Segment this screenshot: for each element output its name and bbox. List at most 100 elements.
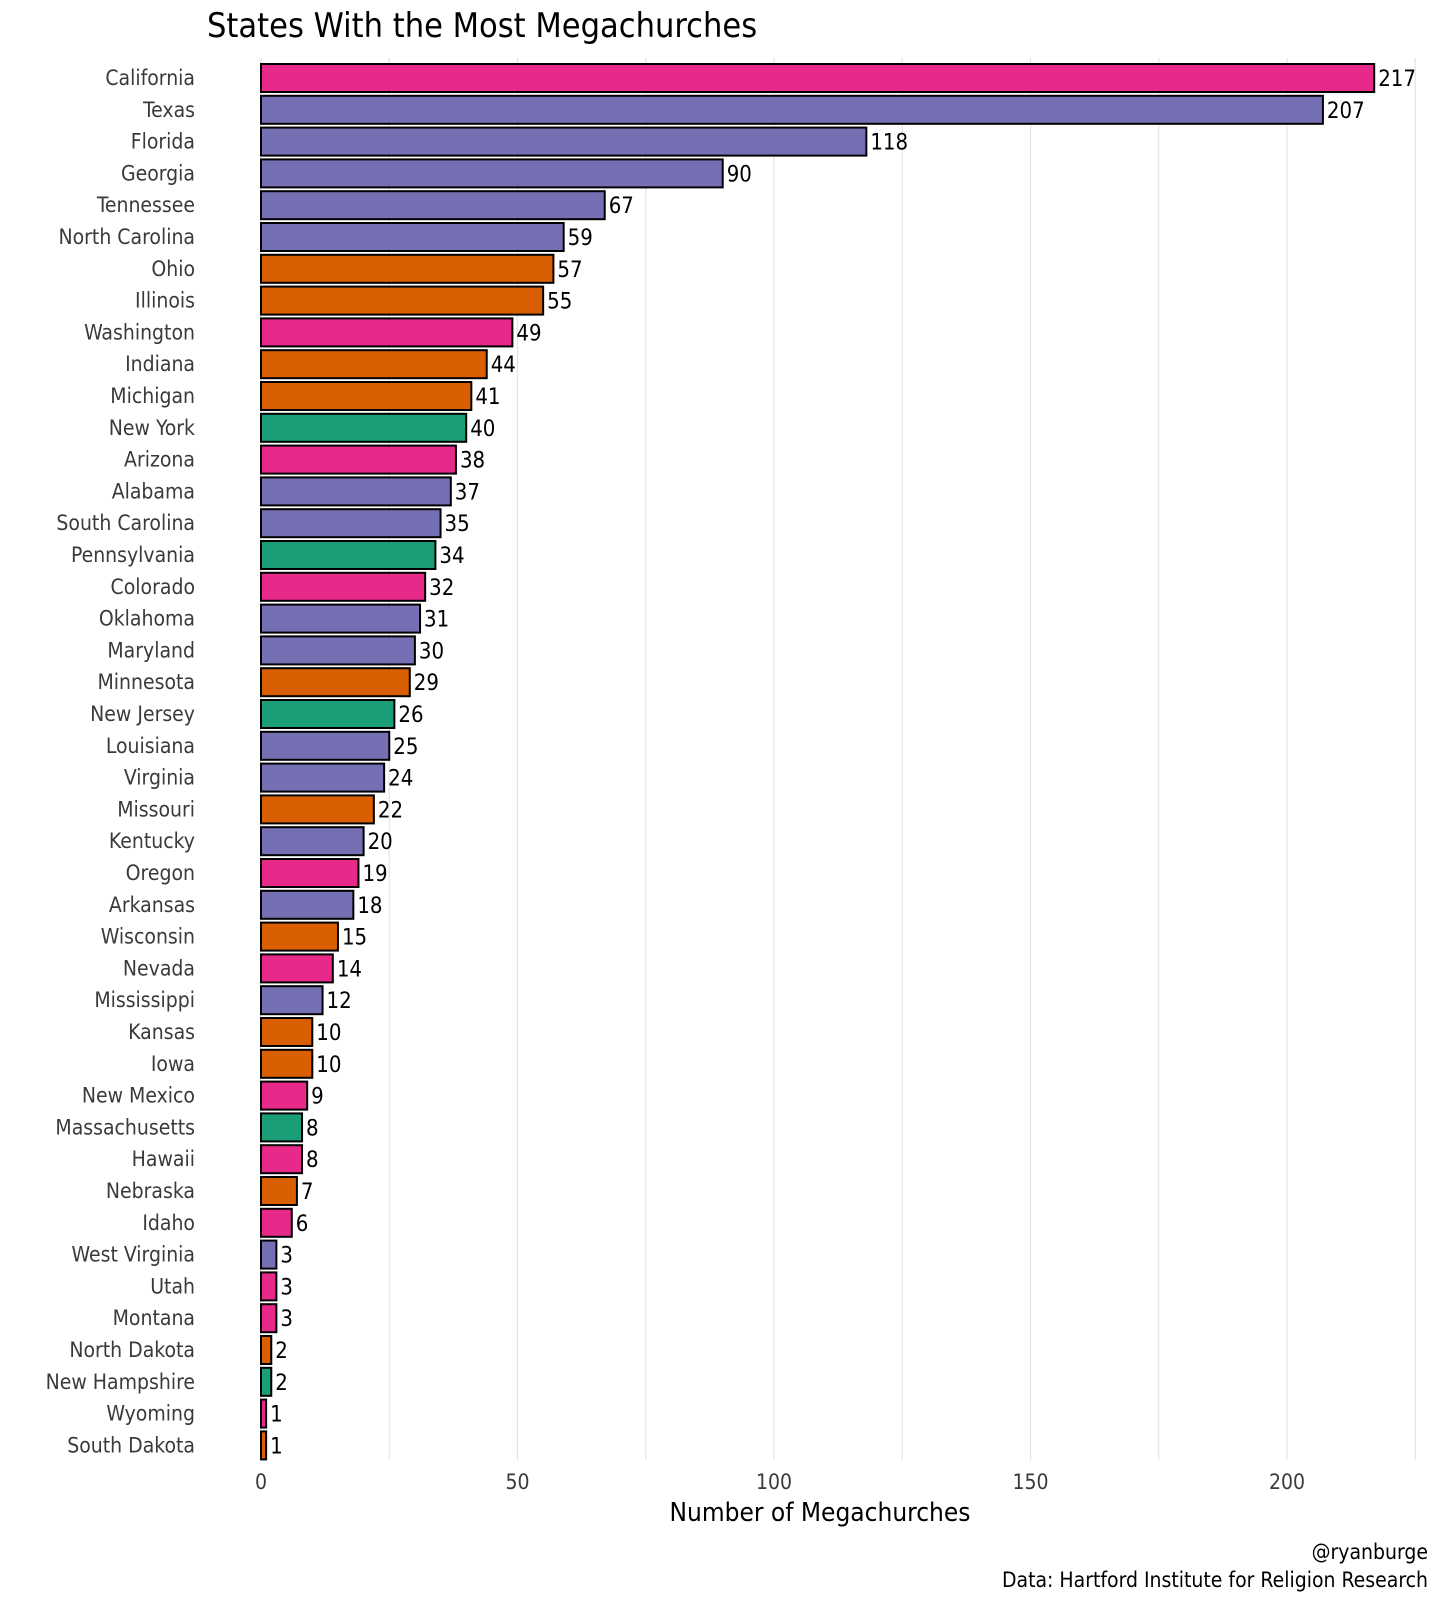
bar-georgia	[260, 158, 724, 189]
value-label-georgia: 90	[727, 162, 752, 187]
bar-california	[260, 63, 1376, 93]
x-tick-label-0: 0	[255, 1470, 267, 1494]
bar-illinois	[260, 285, 545, 316]
bar-montana	[260, 1303, 278, 1334]
bar-tennessee	[260, 190, 606, 221]
state-label-oregon: Oregon	[126, 861, 195, 885]
value-label-montana: 3	[280, 1307, 293, 1332]
value-label-texas: 207	[1327, 99, 1365, 124]
state-label-south-carolina: South Carolina	[56, 511, 195, 535]
value-label-pennsylvania: 34	[439, 544, 464, 569]
bar-maryland	[260, 635, 416, 666]
state-label-florida: Florida	[131, 130, 195, 154]
state-label-virginia: Virginia	[124, 766, 195, 790]
bar-oklahoma	[260, 603, 422, 634]
value-label-florida: 118	[870, 131, 908, 156]
value-label-idaho: 6	[296, 1212, 309, 1237]
value-label-nevada: 14	[337, 957, 362, 982]
value-label-ohio: 57	[557, 258, 582, 283]
state-label-wisconsin: Wisconsin	[101, 925, 195, 949]
value-label-washington: 49	[516, 321, 541, 346]
value-label-kansas: 10	[316, 1021, 341, 1046]
bar-hawaii	[260, 1144, 304, 1175]
x-tick-label-200: 200	[1269, 1470, 1305, 1494]
state-label-new-mexico: New Mexico	[82, 1084, 195, 1108]
bar-west-virginia	[260, 1239, 278, 1270]
value-label-oregon: 19	[362, 862, 387, 887]
bar-new-hampshire	[260, 1366, 273, 1397]
state-label-alabama: Alabama	[112, 479, 195, 503]
value-label-iowa: 10	[316, 1053, 341, 1078]
bar-iowa	[260, 1048, 314, 1079]
state-label-south-dakota: South Dakota	[67, 1433, 195, 1457]
value-label-massachusetts: 8	[306, 1116, 319, 1141]
value-label-new-york: 40	[470, 417, 495, 442]
bar-arizona	[260, 444, 457, 475]
bar-mississippi	[260, 985, 324, 1016]
state-label-california: California	[105, 66, 195, 90]
bar-virginia	[260, 762, 386, 793]
bar-texas	[260, 94, 1324, 125]
caption-handle: @ryanburge	[1312, 1540, 1428, 1564]
state-label-nebraska: Nebraska	[106, 1179, 195, 1203]
bar-colorado	[260, 571, 427, 602]
state-label-colorado: Colorado	[111, 575, 195, 599]
state-label-iowa: Iowa	[151, 1052, 195, 1076]
state-label-minnesota: Minnesota	[97, 670, 195, 694]
state-label-georgia: Georgia	[121, 161, 195, 185]
value-label-new-mexico: 9	[311, 1085, 324, 1110]
value-label-arizona: 38	[460, 449, 485, 474]
value-label-michigan: 41	[475, 385, 500, 410]
bar-south-dakota	[260, 1430, 268, 1461]
state-label-wyoming: Wyoming	[106, 1402, 195, 1426]
bar-north-dakota	[260, 1335, 273, 1365]
state-label-new-hampshire: New Hampshire	[46, 1370, 195, 1394]
x-tick-label-150: 150	[1012, 1470, 1048, 1494]
bar-kansas	[260, 1017, 314, 1047]
state-label-louisiana: Louisiana	[106, 734, 195, 758]
value-labels: 2172071189067595755494441403837353432313…	[270, 67, 1416, 1459]
state-label-west-virginia: West Virginia	[72, 1243, 195, 1267]
state-label-illinois: Illinois	[135, 289, 195, 313]
state-label-north-carolina: North Carolina	[58, 225, 195, 249]
state-label-massachusetts: Massachusetts	[55, 1115, 195, 1139]
value-label-north-dakota: 2	[275, 1339, 288, 1364]
bar-oregon	[260, 858, 360, 888]
value-label-wyoming: 1	[270, 1403, 283, 1428]
bar-new-mexico	[260, 1080, 309, 1111]
bar-nebraska	[260, 1176, 298, 1206]
value-label-maryland: 30	[419, 639, 444, 664]
value-label-utah: 3	[280, 1275, 293, 1300]
state-label-utah: Utah	[150, 1274, 195, 1298]
bar-arkansas	[260, 889, 355, 920]
bar-washington	[260, 317, 514, 348]
value-label-north-carolina: 59	[568, 226, 593, 251]
value-label-oklahoma: 31	[424, 608, 449, 633]
value-label-alabama: 37	[455, 480, 480, 505]
state-labels: California Texas Florida Georgia Tennessee No…	[46, 66, 195, 1457]
value-label-illinois: 55	[547, 290, 572, 315]
bar-missouri	[260, 794, 375, 825]
caption-source: Data: Hartford Institute for Religion Re…	[1002, 1568, 1428, 1592]
value-label-nebraska: 7	[301, 1180, 314, 1205]
value-label-hawaii: 8	[306, 1148, 319, 1173]
x-tick-label-100: 100	[756, 1470, 792, 1494]
bar-utah	[260, 1271, 278, 1302]
state-label-michigan: Michigan	[110, 384, 195, 408]
state-label-nevada: Nevada	[123, 956, 195, 980]
value-label-louisiana: 25	[393, 735, 418, 760]
bar-minnesota	[260, 667, 411, 698]
x-axis-ticks: 0 50 100 150 200	[255, 1470, 1305, 1494]
state-label-kansas: Kansas	[128, 1020, 195, 1044]
state-label-washington: Washington	[84, 320, 195, 344]
bar-ohio	[260, 253, 555, 284]
bar-florida	[260, 126, 868, 157]
state-label-oklahoma: Oklahoma	[99, 607, 195, 631]
state-label-maryland: Maryland	[107, 638, 195, 662]
bar-nevada	[260, 953, 334, 984]
bar-wyoming	[260, 1398, 268, 1429]
value-label-wisconsin: 15	[342, 926, 367, 951]
state-label-new-york: New York	[109, 416, 195, 440]
value-label-west-virginia: 3	[280, 1244, 293, 1269]
